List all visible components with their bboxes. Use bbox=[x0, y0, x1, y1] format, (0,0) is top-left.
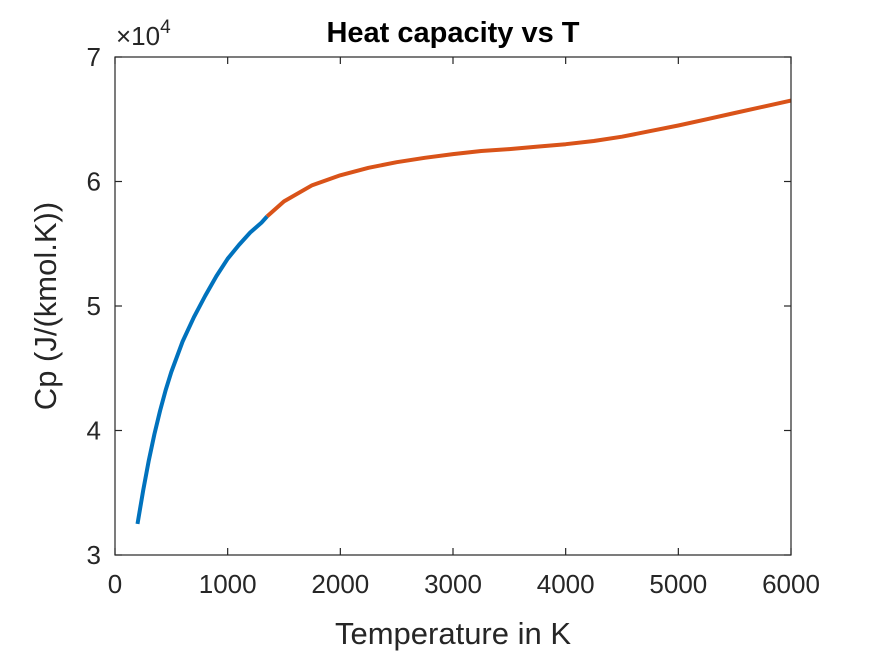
x-tick-label: 2000 bbox=[311, 569, 369, 599]
x-tick-label: 4000 bbox=[537, 569, 595, 599]
y-exponent-base: ×10 bbox=[116, 21, 160, 51]
x-tick-label: 6000 bbox=[762, 569, 820, 599]
y-axis-exponent: ×104 bbox=[116, 17, 171, 51]
y-tick-label: 4 bbox=[87, 416, 101, 446]
y-tick-label: 3 bbox=[87, 540, 101, 570]
y-tick-label: 5 bbox=[87, 291, 101, 321]
axes-layer: 0 1000 2000 3000 4000 5000 6000 3 4 5 6 7 bbox=[87, 42, 820, 599]
x-tick-label: 5000 bbox=[649, 569, 707, 599]
y-exponent-power: 4 bbox=[160, 17, 171, 38]
chart-title: Heat capacity vs T bbox=[326, 17, 579, 49]
x-tick-label: 3000 bbox=[424, 569, 482, 599]
x-tick-label: 1000 bbox=[199, 569, 257, 599]
x-axis-label: Temperature in K bbox=[335, 616, 571, 651]
y-tick-label: 7 bbox=[87, 42, 101, 72]
series-layer bbox=[135, 98, 792, 525]
series-line-1 bbox=[135, 215, 269, 525]
series-line-2 bbox=[265, 98, 792, 218]
plot-area bbox=[115, 57, 791, 555]
y-axis-label: Cp (J/(kmol.K)) bbox=[28, 202, 63, 410]
x-tick-label: 0 bbox=[108, 569, 122, 599]
y-tick-label: 6 bbox=[87, 167, 101, 197]
